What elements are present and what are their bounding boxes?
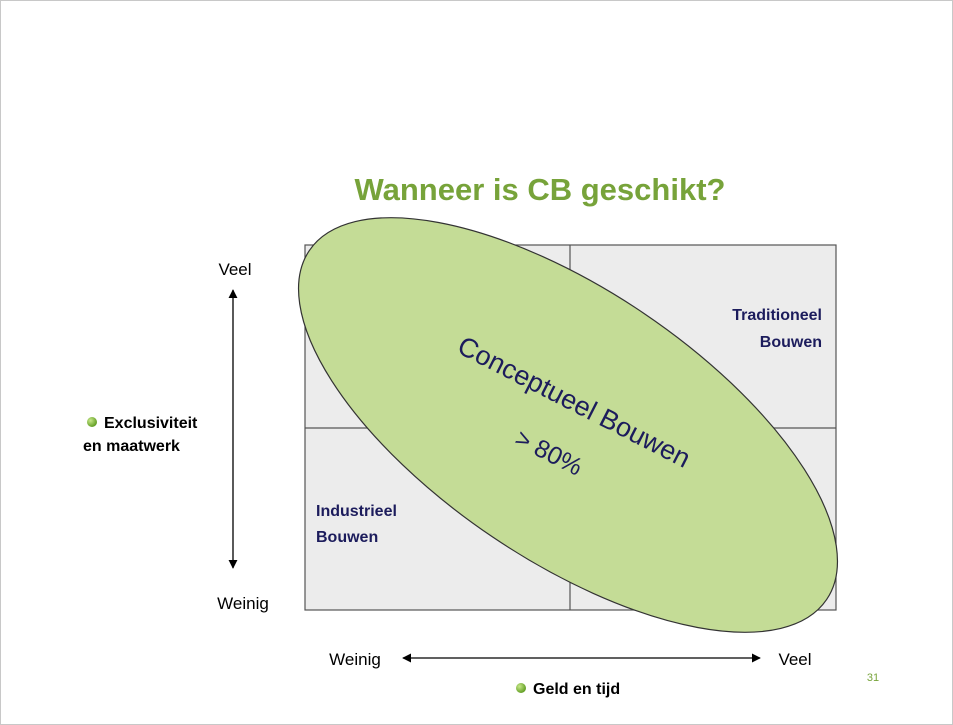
x-axis-low: Weinig: [329, 650, 381, 669]
y-axis-high: Veel: [218, 260, 251, 279]
slide-title: Wanneer is CB geschikt?: [355, 172, 726, 207]
y-axis-label: en maatwerk: [83, 438, 180, 455]
page-number: 31: [867, 672, 879, 684]
y-axis-low: Weinig: [217, 594, 269, 613]
x-axis-high: Veel: [778, 650, 811, 669]
x-axis-label: Geld en tijd: [533, 681, 620, 698]
quadrant-label: Traditioneel: [732, 307, 822, 324]
quadrant-label: Industrieel: [316, 503, 397, 520]
y-axis-label: Exclusiviteit: [104, 415, 198, 432]
quadrant-label: Bouwen: [760, 334, 822, 351]
bullet: [516, 683, 526, 693]
quadrant-label: Bouwen: [316, 529, 378, 546]
ellipse: [297, 217, 839, 633]
bullet: [87, 417, 97, 427]
